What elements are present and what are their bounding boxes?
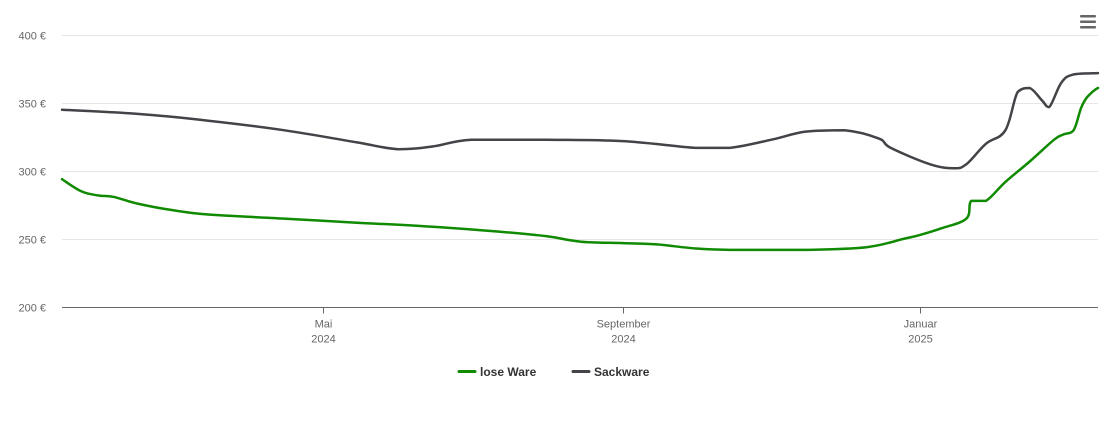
legend-item[interactable]: Sackware (571, 365, 650, 379)
y-tick-label: 300 € (18, 167, 46, 179)
x-tick-year-label: 2025 (908, 334, 932, 346)
legend-label: lose Ware (480, 365, 537, 379)
series-line-sackware (60, 71, 1100, 170)
series-line-lose-ware (60, 86, 1100, 252)
chart-menu-button[interactable] (1074, 8, 1102, 36)
menu-icon-bar-top (1080, 15, 1096, 18)
series-layer (60, 71, 1100, 252)
x-tick-year-label: 2024 (611, 334, 635, 346)
menu-icon-bar-middle (1080, 20, 1096, 23)
x-tick-month-label: Januar (904, 319, 938, 331)
legend-item[interactable]: lose Ware (457, 365, 537, 379)
y-tick-label: 250 € (18, 235, 46, 247)
x-tick-month-label: September (597, 319, 651, 331)
hamburger-menu-icon (1080, 15, 1096, 29)
axis-layer: 200 € 250 € 300 € 350 € 400 € Mai 2024 Septembe… (18, 31, 1098, 346)
x-tick-month-label: Mai (315, 319, 333, 331)
y-tick-label: 350 € (18, 99, 46, 111)
y-tick-label: 400 € (18, 31, 46, 43)
y-tick-label: 200 € (18, 303, 46, 315)
x-tick-year-label: 2024 (311, 334, 335, 346)
legend-label: Sackware (594, 365, 650, 379)
menu-icon-bar-bottom (1080, 26, 1096, 29)
legend: lose Ware Sackware (457, 365, 650, 379)
grid-layer (62, 35, 1098, 240)
